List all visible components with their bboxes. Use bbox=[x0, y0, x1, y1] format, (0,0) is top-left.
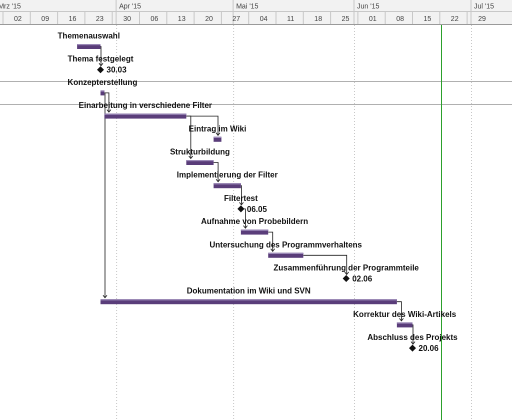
dependency-arrowhead bbox=[98, 62, 104, 67]
milestone-date: 02.06 bbox=[352, 275, 373, 284]
month-label: Mai '15 bbox=[236, 4, 258, 11]
dependency-line bbox=[303, 254, 348, 275]
task-bar bbox=[396, 322, 413, 328]
task-label: Themenauswahl bbox=[58, 32, 120, 41]
dependency-arrowhead bbox=[239, 202, 244, 206]
dependency-line bbox=[186, 115, 219, 136]
task-label: Implementierung der Filter bbox=[177, 171, 278, 180]
task-bar bbox=[240, 229, 269, 235]
timescale-header: Mrz '15 Apr '15 Mai '15 Jun '15 Jul '15 02 09 1… bbox=[0, 0, 512, 25]
task-bar-highlight bbox=[213, 136, 222, 138]
milestone-date: 06.05 bbox=[247, 205, 268, 214]
dependency-arrowhead bbox=[270, 248, 276, 252]
timeline-grid bbox=[0, 25, 512, 420]
dependency-line bbox=[100, 46, 102, 66]
dependency-line bbox=[240, 185, 242, 205]
task-bar-highlight bbox=[77, 44, 101, 46]
task-bar-highlight bbox=[240, 229, 269, 231]
milestone-diamond bbox=[97, 66, 104, 74]
dependency-line bbox=[268, 231, 274, 252]
dependency-arrowhead bbox=[344, 271, 350, 276]
milestone-diamond bbox=[237, 205, 245, 213]
task-label: Filtertest bbox=[224, 194, 258, 203]
dependency-arrowhead bbox=[188, 155, 194, 160]
week-label: 29 bbox=[478, 16, 486, 23]
milestone-diamond bbox=[342, 275, 350, 282]
week-label: 13 bbox=[178, 16, 186, 23]
week-label: 23 bbox=[96, 16, 104, 23]
week-label: 01 bbox=[369, 16, 377, 23]
task-label: Korrektur des Wiki-Artikels bbox=[353, 310, 457, 319]
month-label: Apr '15 bbox=[119, 4, 141, 11]
task-label: Strukturbildung bbox=[170, 148, 230, 157]
task-label: Abschluss des Projekts bbox=[367, 333, 458, 342]
dependency-arrowhead bbox=[399, 318, 404, 322]
task-bar bbox=[100, 299, 397, 305]
dependency-line bbox=[213, 162, 219, 182]
week-label: 11 bbox=[287, 16, 294, 23]
dependency-line bbox=[396, 301, 402, 321]
month-label: Jun '15 bbox=[357, 4, 379, 11]
week-label: 22 bbox=[451, 16, 459, 23]
task-bar-highlight bbox=[186, 160, 214, 162]
dependency-arrowhead bbox=[410, 341, 416, 345]
task-bar bbox=[186, 160, 214, 165]
task-label: Eintrag im Wiki bbox=[189, 124, 247, 133]
dependency-line bbox=[186, 115, 192, 159]
task-label: Konzepterstellung bbox=[68, 78, 138, 87]
task-label: Zusammenführung der Programmteile bbox=[274, 264, 420, 273]
week-label: 09 bbox=[41, 16, 49, 23]
milestone-date: 30.03 bbox=[107, 66, 128, 75]
dependency-arrowhead bbox=[243, 225, 248, 229]
task-bar bbox=[77, 44, 101, 49]
task-label: Aufnahme von Probebildern bbox=[201, 217, 308, 226]
task-bar-highlight bbox=[104, 113, 187, 115]
task-label: Untersuchung des Programmverhaltens bbox=[210, 240, 363, 249]
task-bars bbox=[77, 44, 416, 352]
week-label: 06 bbox=[151, 16, 159, 23]
task-bar-highlight bbox=[100, 90, 105, 92]
task-bar-highlight bbox=[213, 183, 241, 185]
dependency-line bbox=[412, 324, 414, 345]
dependency-arrowhead bbox=[106, 109, 112, 113]
week-label: 27 bbox=[232, 16, 240, 23]
task-bar bbox=[213, 136, 222, 142]
task-labels: Themenauswahl 30.03 Thema festgelegt Konzep… bbox=[58, 32, 459, 354]
task-bar-highlight bbox=[268, 252, 304, 254]
task-bar bbox=[213, 183, 241, 189]
week-label: 04 bbox=[260, 16, 268, 23]
month-label: Mrz '15 bbox=[0, 4, 21, 11]
week-label: 16 bbox=[69, 16, 77, 23]
week-label: 18 bbox=[314, 16, 322, 23]
task-bar bbox=[100, 90, 105, 96]
task-label: Dokumentation im Wiki und SVN bbox=[187, 287, 311, 296]
task-label: Thema festgelegt bbox=[68, 55, 134, 64]
dependency-arrowhead bbox=[215, 132, 221, 136]
milestone-date: 20.06 bbox=[419, 344, 440, 353]
task-bar-highlight bbox=[100, 299, 397, 301]
month-label: Jul '15 bbox=[474, 4, 494, 11]
dependency-line bbox=[104, 92, 110, 113]
dependency-links bbox=[98, 46, 416, 345]
task-label: Einarbeitung in verschiedene Filter bbox=[79, 101, 212, 110]
dependency-arrowhead bbox=[215, 178, 221, 183]
week-label: 08 bbox=[396, 16, 404, 23]
week-label: 20 bbox=[205, 16, 213, 23]
task-bar bbox=[104, 113, 187, 119]
dependency-line bbox=[104, 92, 106, 298]
week-label: 30 bbox=[123, 16, 131, 23]
task-bar bbox=[268, 252, 304, 258]
task-bar-highlight bbox=[396, 322, 413, 324]
week-label: 25 bbox=[342, 16, 350, 23]
week-label: 02 bbox=[14, 16, 22, 23]
dependency-arrowhead bbox=[102, 294, 108, 299]
week-label: 15 bbox=[424, 16, 432, 23]
milestone-diamond bbox=[409, 344, 416, 352]
